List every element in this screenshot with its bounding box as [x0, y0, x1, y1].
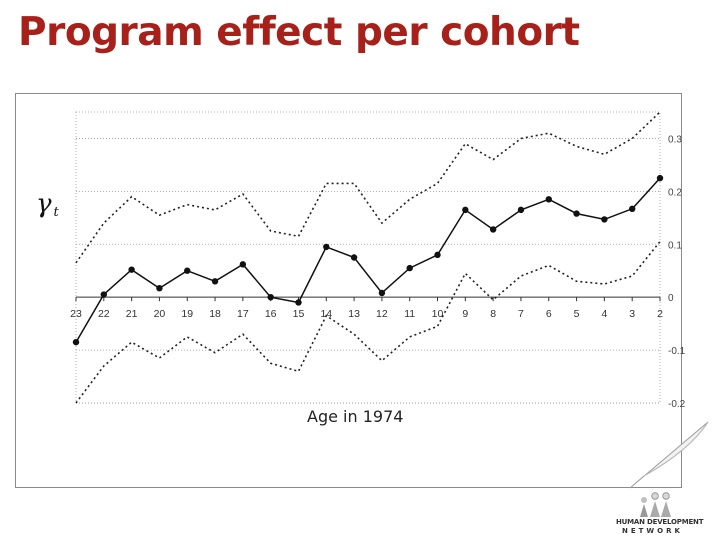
y-tick-label: 0.3: [668, 134, 682, 145]
tick-labels: 0.30.20.10-0.1-0.223 22 21 20 19 18 17 16 15 14 13…: [70, 134, 686, 410]
estimate-point: [267, 293, 274, 301]
estimate-point: [128, 266, 135, 273]
x-tick-label: 21: [126, 308, 138, 320]
series-layer: [72, 111, 664, 404]
x-tick-label: 11: [404, 308, 415, 320]
estimate-point: [295, 299, 302, 306]
estimate-point: [184, 267, 191, 274]
x-tick-label: 15: [293, 308, 305, 320]
x-tick-label: 17: [237, 308, 249, 320]
x-tick-label: 2: [657, 308, 663, 320]
x-tick-label: 13: [348, 308, 360, 320]
x-tick-label: 14: [320, 308, 332, 320]
grid-lines: [75, 111, 661, 404]
upper-bound-series-line: [75, 111, 661, 264]
estimate-point: [72, 338, 80, 346]
people-icon: [640, 492, 671, 517]
estimate-point: [489, 226, 497, 233]
estimate-point: [573, 210, 580, 217]
x-tick-label: 5: [574, 308, 580, 320]
slide-title: Program effect per cohort: [18, 10, 580, 55]
estimate-point: [517, 206, 525, 214]
x-axis-label: Age in 1974: [305, 407, 406, 426]
y-tick-label: -0.1: [668, 346, 686, 357]
x-tick-label: 9: [462, 308, 468, 320]
estimate-point: [350, 254, 358, 261]
estimate-point: [628, 205, 636, 213]
estimate-point: [406, 264, 413, 272]
estimate-point: [545, 196, 552, 203]
human-development-network-logo: HUMAN DEVELOPMENT NETWORK: [612, 490, 712, 536]
y-tick-label: 0.2: [668, 187, 682, 198]
x-tick-label: 8: [490, 308, 496, 320]
estimate-point: [211, 278, 219, 285]
x-tick-label: 20: [154, 308, 166, 320]
x-tick-label: 22: [98, 308, 110, 320]
logo-text-line1: HUMAN DEVELOPMENT: [616, 518, 704, 526]
estimate-point: [100, 291, 108, 298]
estimate-point: [656, 174, 664, 182]
x-tick-label: 6: [546, 308, 552, 320]
y-tick-label: -0.2: [668, 399, 686, 410]
x-tick-label: 19: [181, 308, 193, 320]
y-tick-label: 0.1: [668, 240, 682, 251]
estimate-point: [378, 289, 386, 297]
x-tick-label: 16: [265, 308, 277, 320]
x-tick-label: 4: [601, 308, 607, 320]
estimate-point: [239, 261, 247, 268]
estimate-point: [462, 206, 469, 214]
x-tick-label: 18: [209, 308, 221, 320]
x-tick-label: 12: [376, 308, 388, 320]
x-tick-label: 23: [70, 308, 82, 320]
estimate-point: [601, 216, 608, 223]
x-tick-label: 10: [432, 308, 444, 320]
plot-border: [75, 111, 661, 404]
estimate-point: [323, 243, 330, 251]
x-tick-label: 7: [518, 308, 524, 320]
estimate-point: [156, 284, 163, 292]
estimate-point: [434, 251, 441, 259]
page-curl-decoration: [630, 421, 709, 489]
y-tick-label: 0: [668, 293, 674, 304]
x-tick-label: 3: [629, 308, 635, 320]
estimate-series-line: [75, 177, 661, 343]
logo-text-line2: NETWORK: [622, 527, 683, 535]
lower-bound-series-line: [75, 241, 661, 404]
